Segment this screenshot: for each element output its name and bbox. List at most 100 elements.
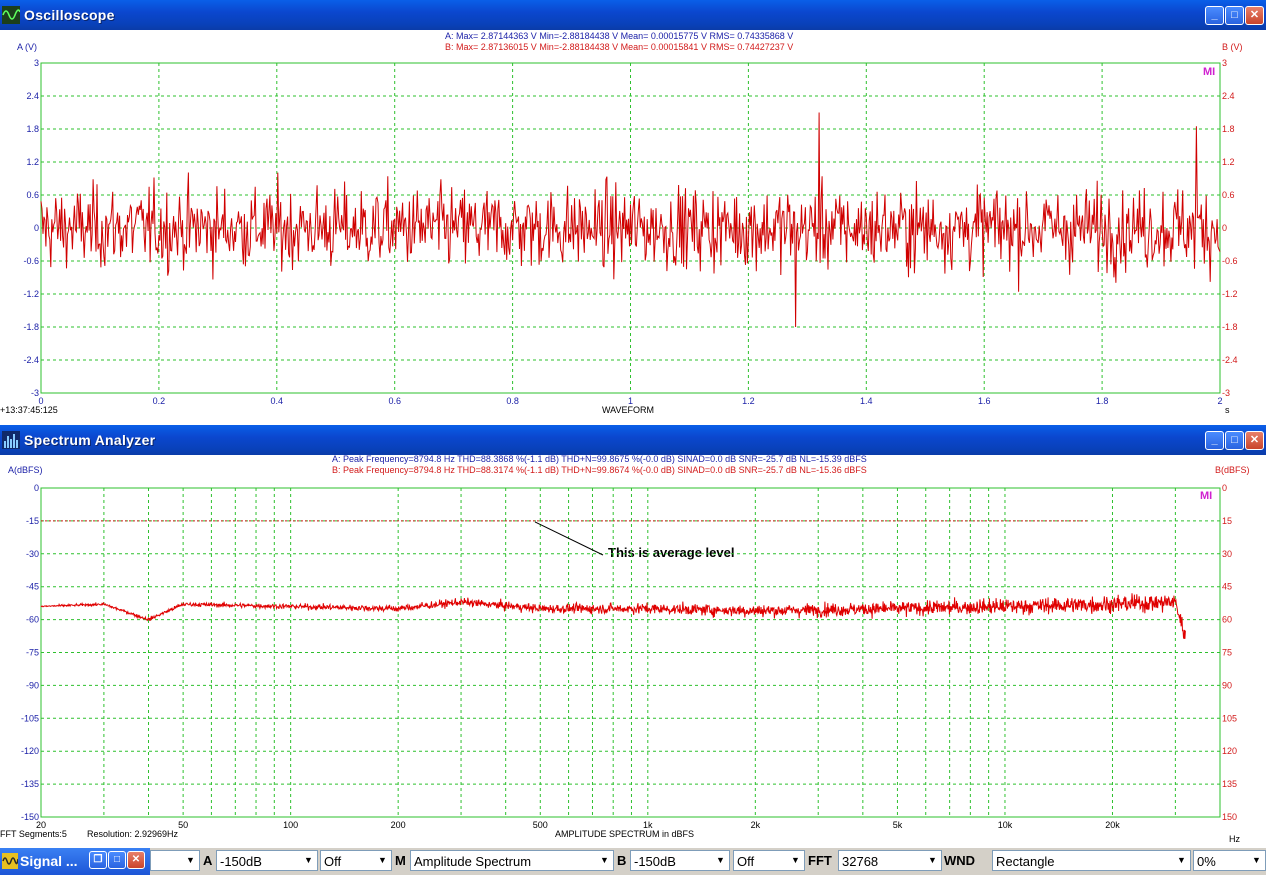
y-tick-label-right: 3 [1222, 58, 1227, 68]
a-mode-value: Off [324, 854, 342, 869]
maximize-button[interactable]: □ [1225, 6, 1244, 25]
chevron-down-icon: ▼ [1174, 852, 1189, 869]
close-button[interactable]: ✕ [127, 851, 145, 869]
fft-size-value: 32768 [842, 854, 879, 869]
y-tick-label-left: -105 [21, 713, 39, 723]
close-button[interactable]: ✕ [1245, 431, 1264, 450]
x-tick-label: 1.8 [1096, 396, 1109, 406]
spectrum-stats-b: B: Peak Frequency=8794.8 Hz THD=88.3174 … [332, 465, 867, 475]
average-level-annotation: This is average level [608, 545, 735, 560]
y-tick-label-right: 90 [1222, 680, 1232, 690]
close-button[interactable]: ✕ [1245, 6, 1264, 25]
maximize-button[interactable]: □ [108, 851, 126, 869]
chevron-down-icon: ▼ [375, 852, 390, 869]
x-tick-label: 50 [178, 820, 188, 830]
oscilloscope-y-right-label: B (V) [1222, 42, 1243, 52]
y-tick-label-left: -30 [26, 549, 39, 559]
y-tick-label-left: 3 [34, 58, 39, 68]
oscilloscope-timestamp: +13:37:45:125 [0, 405, 58, 415]
window-type-select[interactable]: Rectangle ▼ [992, 850, 1191, 871]
x-tick-label: 1.4 [860, 396, 873, 406]
oscilloscope-stats-b: B: Max= 2.87136015 V Min=-2.88184438 V M… [445, 42, 794, 52]
y-tick-label-right: 1.2 [1222, 157, 1235, 167]
y-tick-label-right: 0 [1222, 483, 1227, 493]
y-tick-label-right: -2.4 [1222, 355, 1238, 365]
oscilloscope-titlebar[interactable]: Oscilloscope _ □ ✕ [0, 0, 1266, 30]
chevron-down-icon: ▼ [183, 852, 198, 869]
x-tick-label: 0.2 [153, 396, 166, 406]
m-mode-value: Amplitude Spectrum [414, 854, 532, 869]
b-range-select[interactable]: -150dB ▼ [630, 850, 730, 871]
y-tick-label-right: -1.2 [1222, 289, 1238, 299]
y-tick-label-right: 60 [1222, 615, 1232, 625]
y-tick-label-left: -90 [26, 680, 39, 690]
restore-button[interactable]: ❐ [89, 851, 107, 869]
oscilloscope-chart[interactable]: 0 0.2 0.4 0.6 0.8 1 1.2 1.4 1.6 1.8 23 32.4 2.41.8 1.… [0, 0, 1266, 423]
annotation-pointer-line [534, 521, 604, 556]
y-tick-label-right: -3 [1222, 388, 1230, 398]
x-tick-label: 5k [893, 820, 903, 830]
y-tick-label-left: -2.4 [23, 355, 39, 365]
resolution: Resolution: 2.92969Hz [87, 829, 179, 839]
overlap-value: 0% [1197, 854, 1216, 869]
spectrum-x-unit: Hz [1229, 834, 1240, 844]
y-tick-label-right: -0.6 [1222, 256, 1238, 266]
x-tick-label: 0.4 [271, 396, 284, 406]
chevron-down-icon: ▼ [1249, 852, 1264, 869]
oscilloscope-title: Oscilloscope [24, 7, 115, 23]
minimize-button[interactable]: _ [1205, 431, 1224, 450]
signal-task-button[interactable]: Signal ... ❐ □ ✕ [0, 848, 150, 875]
x-tick-label: 100 [283, 820, 298, 830]
y-tick-label-right: 15 [1222, 516, 1232, 526]
y-tick-label-left: -60 [26, 615, 39, 625]
x-tick-label: 20k [1105, 820, 1120, 830]
blank-select[interactable]: ▼ [150, 850, 200, 871]
y-tick-label-left: 0 [34, 483, 39, 493]
minimize-button[interactable]: _ [1205, 6, 1224, 25]
x-tick-label: 2 [1217, 396, 1222, 406]
y-tick-label-left: 0 [34, 223, 39, 233]
y-tick-label-left: 1.2 [26, 157, 39, 167]
oscilloscope-x-unit: s [1225, 405, 1230, 415]
b-mode-value: Off [737, 854, 755, 869]
y-tick-label-left: 1.8 [26, 124, 39, 134]
a-mode-select[interactable]: Off ▼ [320, 850, 392, 871]
y-tick-label-left: -150 [21, 812, 39, 822]
chevron-down-icon: ▼ [788, 852, 803, 869]
wnd-label: WND [944, 853, 976, 868]
window-type-value: Rectangle [996, 854, 1055, 869]
m-label: M [395, 853, 406, 868]
y-tick-label-right: 135 [1222, 779, 1237, 789]
spectrum-titlebar[interactable]: Spectrum Analyzer _ □ ✕ [0, 425, 1266, 455]
signal-task-label: Signal ... [20, 853, 78, 869]
y-tick-label-left: -45 [26, 582, 39, 592]
x-tick-label: 2k [751, 820, 761, 830]
chevron-down-icon: ▼ [713, 852, 728, 869]
x-tick-label: 1.2 [742, 396, 755, 406]
y-tick-label-left: -1.8 [23, 322, 39, 332]
oscilloscope-window: Oscilloscope _ □ ✕ A: Max= 2.87144363 V … [0, 0, 1266, 423]
spectrum-logo: MI [1200, 490, 1213, 502]
plot-border [40, 62, 1221, 394]
spectrum-stats-a: A: Peak Frequency=8794.8 Hz THD=88.3868 … [332, 454, 867, 464]
a-label: A [203, 853, 213, 868]
y-tick-label-right: 30 [1222, 549, 1232, 559]
maximize-button[interactable]: □ [1225, 431, 1244, 450]
plot-border [40, 487, 1221, 818]
y-tick-label-right: 75 [1222, 648, 1232, 658]
y-tick-label-right: -1.8 [1222, 322, 1238, 332]
waveform-trace [40, 112, 1221, 328]
x-tick-label: 500 [533, 820, 548, 830]
b-mode-select[interactable]: Off ▼ [733, 850, 805, 871]
a-range-select[interactable]: -150dB ▼ [216, 850, 318, 871]
spectrum-trace [40, 593, 1186, 639]
y-tick-label-right: 120 [1222, 746, 1237, 756]
overlap-select[interactable]: 0% ▼ [1193, 850, 1266, 871]
chevron-down-icon: ▼ [925, 852, 940, 869]
control-toolbar: Signal ... ❐ □ ✕ ▼ A -150dB ▼ Off ▼ M Am… [0, 848, 1266, 875]
m-mode-select[interactable]: Amplitude Spectrum ▼ [410, 850, 614, 871]
y-tick-label-left: -135 [21, 779, 39, 789]
y-tick-label-right: 1.8 [1222, 124, 1235, 134]
fft-size-select[interactable]: 32768 ▼ [838, 850, 942, 871]
